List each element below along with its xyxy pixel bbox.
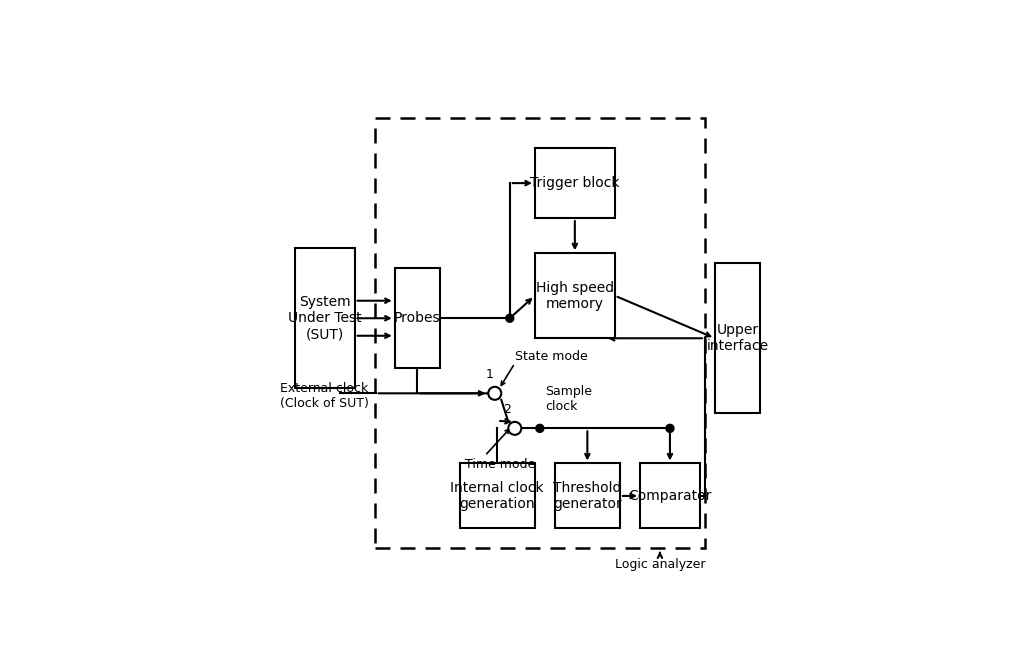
Circle shape [508,422,521,435]
Circle shape [666,424,674,432]
Text: Threshold
generator: Threshold generator [553,481,622,511]
Text: Probes: Probes [394,311,440,325]
Text: Trigger block: Trigger block [530,176,620,190]
Circle shape [488,387,502,400]
Text: Comparator: Comparator [629,489,712,503]
Bar [535,254,614,338]
Bar [555,463,620,528]
Circle shape [536,424,544,432]
Bar [375,118,705,549]
Text: 1: 1 [485,368,494,381]
Bar [535,148,614,218]
Text: Upper
interface: Upper interface [707,323,769,354]
Text: Internal clock
generation: Internal clock generation [451,481,544,511]
Text: Logic analyzer: Logic analyzer [614,558,706,571]
Text: 2: 2 [504,403,511,416]
Bar [295,248,354,388]
Text: Sample
clock: Sample clock [545,385,592,413]
Bar [640,463,700,528]
Text: High speed
memory: High speed memory [536,281,614,311]
Text: External clock
(Clock of SUT): External clock (Clock of SUT) [280,382,369,410]
Bar [394,268,439,369]
Bar [460,463,535,528]
Text: System
Under Test
(SUT): System Under Test (SUT) [288,295,361,341]
Text: State mode: State mode [515,350,588,363]
Text: Time mode: Time mode [465,458,535,471]
Bar [715,263,760,413]
Circle shape [506,314,514,322]
